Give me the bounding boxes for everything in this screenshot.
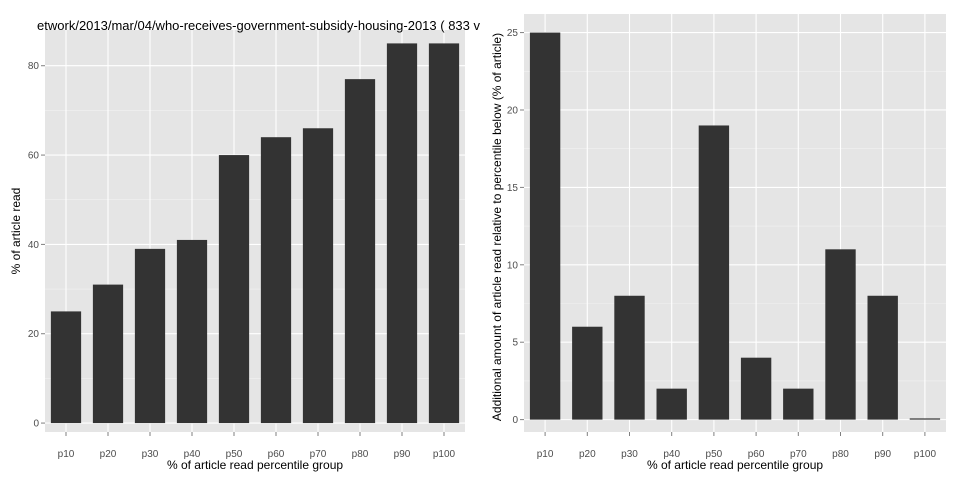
left-x-axis-title: % of article read percentile group <box>167 458 343 472</box>
left-y-tick-label: 20 <box>28 329 40 340</box>
left-bar-p20 <box>92 284 124 424</box>
right-x-tick-label: p50 <box>706 449 723 460</box>
right-x-tick-label: p10 <box>537 449 554 460</box>
left-bar-p40 <box>176 239 208 424</box>
right-bar-p100 <box>909 418 941 420</box>
left-bar-p70 <box>302 128 334 424</box>
left-y-tick-label: 40 <box>28 240 40 251</box>
left-bar-p90 <box>386 43 418 424</box>
right-bar-p40 <box>656 388 687 420</box>
right-bar-p30 <box>614 295 645 420</box>
left-x-tick-label: p80 <box>352 449 369 460</box>
right-y-axis-title: Additional amount of article read relati… <box>490 33 504 421</box>
left-x-tick-label: p10 <box>58 449 75 460</box>
left-bar-p50 <box>218 155 250 424</box>
right-x-tick-label: p90 <box>874 449 891 460</box>
right-y-tick-label: 25 <box>507 28 519 39</box>
right-bar-p90 <box>867 295 898 420</box>
left-x-tick-label: p70 <box>310 449 327 460</box>
left-bar-p80 <box>344 79 376 424</box>
right-x-axis-title: % of article read percentile group <box>647 458 823 472</box>
right-x-tick-label: p80 <box>832 449 849 460</box>
right-bar-p60 <box>740 357 772 420</box>
left-y-tick-labels: 0 20 40 60 80 <box>28 61 45 430</box>
left-bar-p100 <box>428 43 460 424</box>
right-y-tick-label: 5 <box>512 338 518 349</box>
right-bar-p70 <box>783 388 814 420</box>
right-x-tick-label: p60 <box>748 449 765 460</box>
left-x-tick-label: p90 <box>394 449 411 460</box>
right-bar-p80 <box>825 249 856 420</box>
right-y-tick-label: 10 <box>507 260 519 271</box>
right-x-tick-label: p40 <box>663 449 680 460</box>
left-y-axis-title: % of article read <box>9 188 23 275</box>
right-bars <box>529 32 941 420</box>
right-y-tick-label: 15 <box>507 183 519 194</box>
right-bar-p10 <box>529 32 561 420</box>
right-x-tick-labels: p10 p20 p30 p40 p50 p60 p70 p80 p90 p100 <box>537 432 937 460</box>
left-x-tick-label: p30 <box>142 449 159 460</box>
left-y-tick-label: 60 <box>28 151 40 162</box>
left-bar-p10 <box>50 311 82 424</box>
chart-title: etwork/2013/mar/04/who-receives-governme… <box>37 18 480 33</box>
left-x-tick-label: p40 <box>184 449 201 460</box>
right-bar-p50 <box>698 125 730 420</box>
left-bar-p30 <box>134 248 166 424</box>
right-x-tick-label: p100 <box>914 449 937 460</box>
right-y-tick-labels: 0 5 10 15 20 25 <box>507 28 524 426</box>
right-y-tick-label: 20 <box>507 105 519 116</box>
left-y-tick-label: 80 <box>28 61 40 72</box>
left-x-tick-label: p20 <box>100 449 117 460</box>
left-x-tick-label: p100 <box>433 449 456 460</box>
right-x-tick-label: p30 <box>621 449 638 460</box>
right-y-tick-label: 0 <box>512 415 518 426</box>
left-y-tick-label: 0 <box>33 419 39 430</box>
right-x-tick-label: p70 <box>790 449 807 460</box>
right-bar-p20 <box>572 326 603 420</box>
left-bars <box>50 43 460 424</box>
left-x-tick-labels: p10 p20 p30 p40 p50 p60 p70 p80 p90 p100 <box>58 432 456 460</box>
right-x-tick-label: p20 <box>579 449 596 460</box>
left-bar-p60 <box>260 137 292 424</box>
left-x-tick-label: p50 <box>226 449 243 460</box>
left-x-tick-label: p60 <box>268 449 285 460</box>
